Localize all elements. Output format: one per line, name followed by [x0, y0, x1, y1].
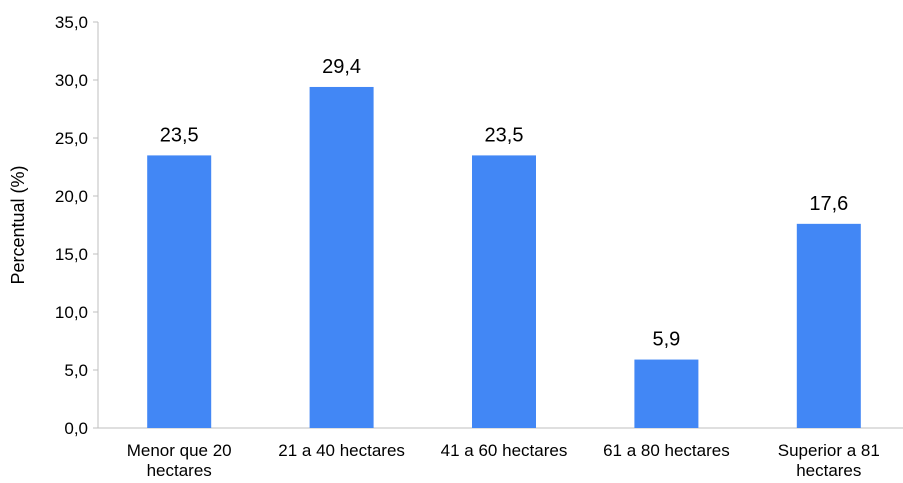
y-tick-label: 25,0 [55, 129, 88, 148]
bar [147, 155, 212, 428]
y-axis-title: Percentual (%) [8, 165, 28, 284]
y-axis-ticks: 0,0 5,0 10,0 15,0 20,0 25,0 30,0 35,0 [55, 13, 98, 438]
y-tick-label: 5,0 [64, 361, 88, 380]
bar [472, 155, 536, 428]
category-label: 41 a 60 hectares [441, 441, 568, 460]
data-label: 29,4 [322, 56, 361, 78]
data-label: 5,9 [652, 329, 680, 351]
bar [309, 86, 374, 429]
y-tick-label: 10,0 [55, 303, 88, 322]
y-tick-label: 20,0 [55, 187, 88, 206]
y-tick-label: 15,0 [55, 245, 88, 264]
category-label: 61 a 80 hectares [603, 441, 730, 460]
y-tick-label: 35,0 [55, 13, 88, 32]
data-label: 17,6 [809, 193, 848, 215]
category-label: hectares [147, 461, 212, 480]
category-label: Superior a 81 [778, 441, 880, 460]
category-label: 21 a 40 hectares [278, 441, 405, 460]
category-label: hectares [796, 461, 861, 480]
bars-group [147, 86, 861, 429]
data-label: 23,5 [485, 124, 524, 146]
bar [634, 359, 699, 428]
bar [796, 223, 861, 428]
y-tick-label: 30,0 [55, 71, 88, 90]
y-tick-label: 0,0 [64, 419, 88, 438]
data-labels-group: 23,5 29,4 23,5 5,9 17,6 [160, 56, 849, 351]
data-label: 23,5 [160, 124, 199, 146]
category-label: Menor que 20 [127, 441, 232, 460]
